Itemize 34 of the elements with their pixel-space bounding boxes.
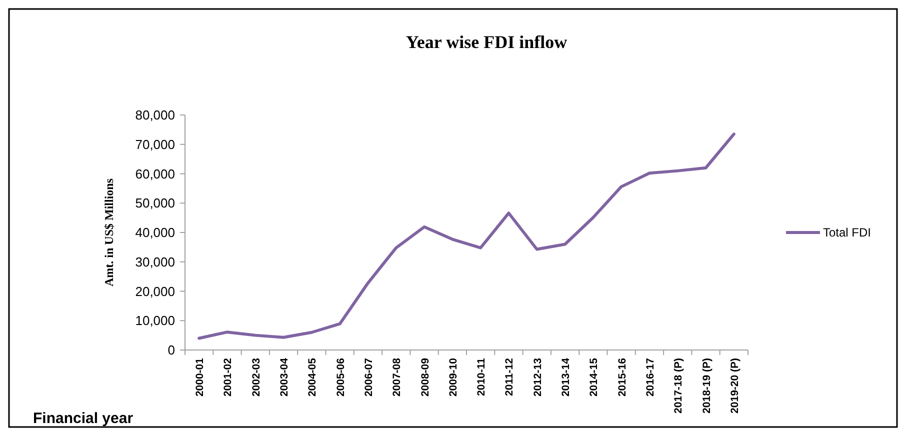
x-tick-label: 2006-07	[362, 358, 375, 397]
x-tick-label: 2018-19 (P)	[700, 358, 713, 414]
y-tick-label: 20,000	[135, 284, 175, 299]
line-series	[198, 132, 736, 340]
y-tick-label: 30,000	[135, 254, 175, 270]
y-tick-label: 60,000	[135, 166, 175, 182]
x-tick-label: 2005-06	[334, 358, 347, 397]
y-tick-label: 0	[168, 342, 175, 358]
y-tick-label: 10,000	[135, 313, 175, 328]
x-tick-label: 2019-20 (P)	[728, 358, 741, 414]
x-tick-label: 2007-08	[391, 358, 404, 397]
y-tick-label: 80,000	[135, 108, 175, 123]
x-tick-label: 2009-10	[447, 358, 460, 397]
x-tick-label: 2015-16	[616, 358, 628, 397]
x-tick-label: 2011-12	[504, 358, 516, 396]
x-tick-label: 2013-14	[560, 358, 572, 397]
y-axis-title: Amt. in US$ Millions	[102, 178, 116, 287]
x-tick-label: 2002-03	[250, 358, 262, 397]
x-axis-title: Financial year	[33, 410, 134, 427]
x-tick-label: 2010-11	[476, 358, 488, 396]
x-tick-label: 2004-05	[306, 358, 319, 397]
x-tick-label: 2000-01	[194, 358, 206, 397]
y-tick-label: 50,000	[135, 196, 175, 211]
y-tick-label: 70,000	[135, 136, 175, 152]
x-tick-label: 2003-04	[278, 358, 291, 397]
x-tick-label: 2001-02	[222, 358, 234, 397]
x-tick-label: 2016-17	[644, 358, 656, 397]
x-tick-label: 2012-13	[532, 358, 544, 397]
y-tick-label: 40,000	[135, 225, 175, 240]
chart-title: Year wise FDI inflow	[406, 32, 568, 52]
x-tick-label: 2014-15	[588, 358, 600, 397]
x-tick-label: 2008-09	[419, 358, 432, 397]
x-tick-label: 2017-18 (P)	[672, 358, 685, 414]
legend-label: Total FDI	[823, 226, 872, 240]
